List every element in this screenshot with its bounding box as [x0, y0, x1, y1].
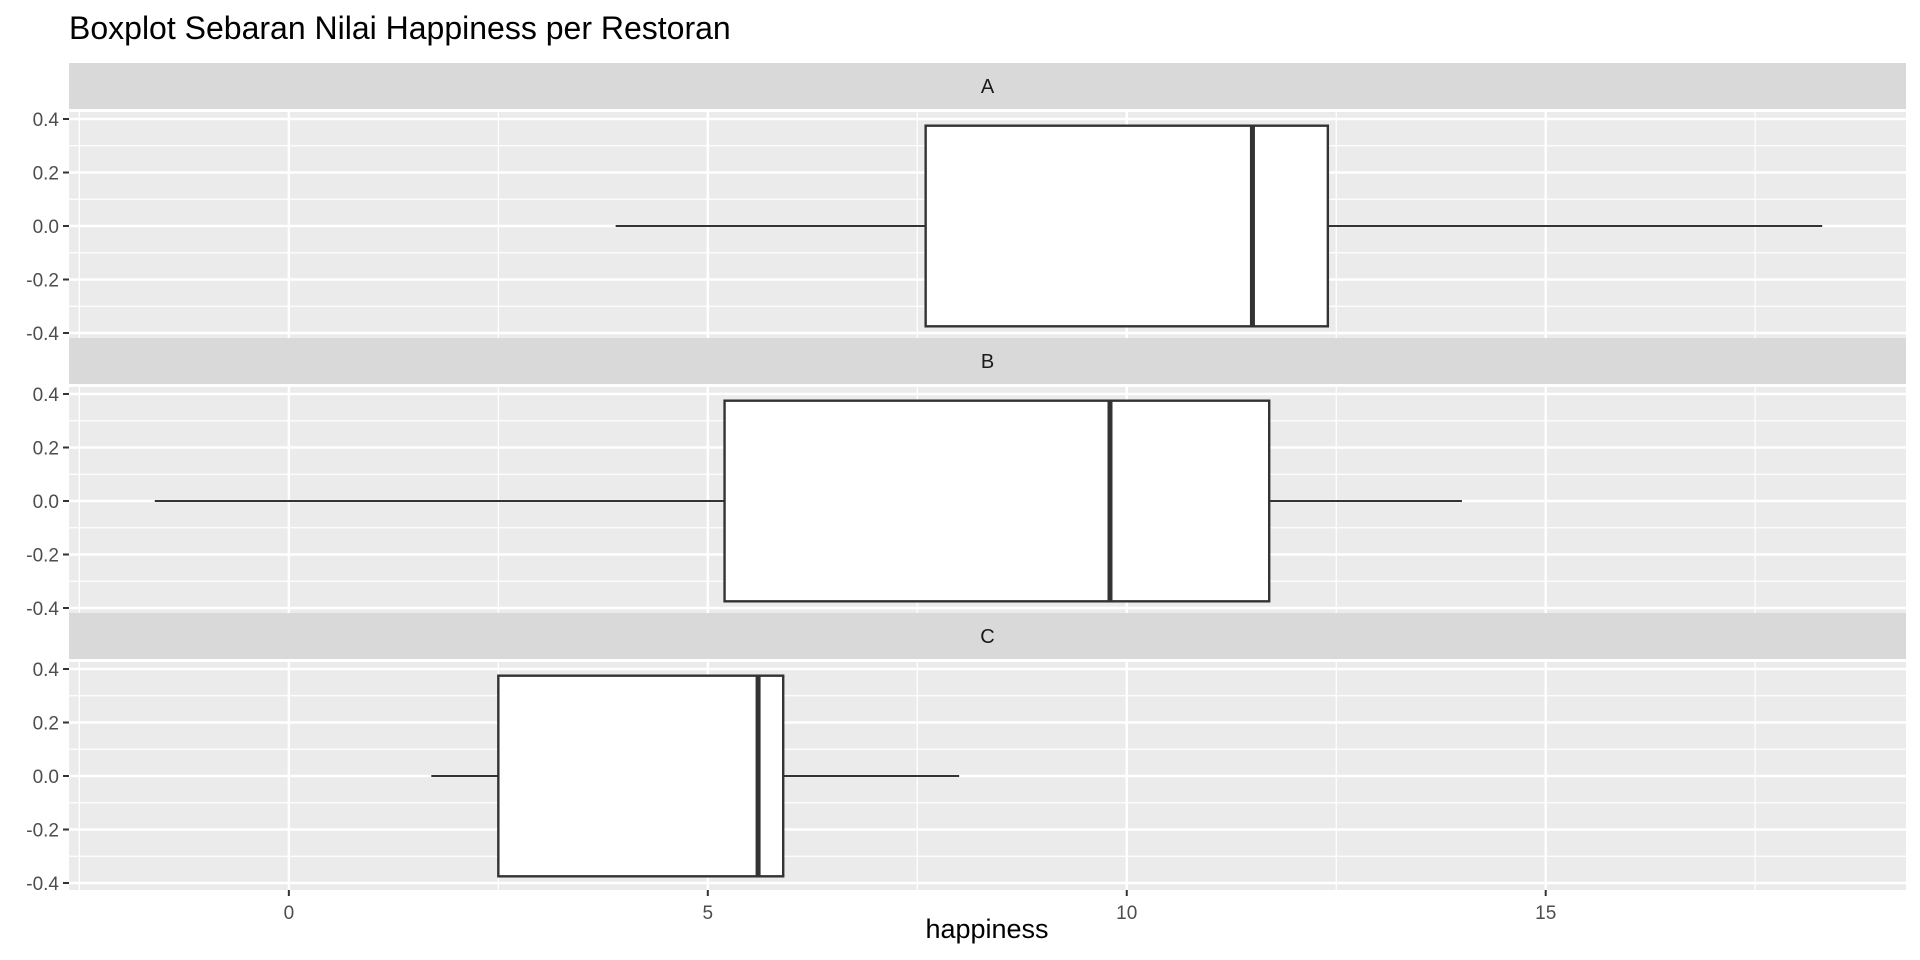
- y-tick-label: -0.2: [26, 271, 59, 292]
- x-tick-label: 0: [284, 903, 295, 924]
- y-tick-label: 0.2: [33, 439, 59, 460]
- y-tick-label: -0.4: [26, 874, 59, 895]
- y-tick-label: -0.2: [26, 821, 59, 842]
- facet-strip: [69, 613, 1906, 659]
- x-axis-title: happiness: [925, 914, 1048, 944]
- box: [924, 124, 1330, 328]
- x-tick-label: 5: [703, 903, 714, 924]
- x-axis: 0 5 10 15: [284, 890, 1556, 924]
- facet-strip: [69, 338, 1906, 384]
- x-tick-label: 10: [1116, 903, 1137, 924]
- y-tick-label: -0.4: [26, 599, 59, 620]
- facet-strip-label: C: [980, 626, 994, 648]
- facet-a: A 0.4 0.2 0.0 -0.2 -0.4: [26, 63, 1906, 345]
- facet-strip: [69, 63, 1906, 109]
- y-tick-label: 0.4: [33, 385, 60, 406]
- y-tick-label: 0.0: [33, 492, 59, 513]
- y-tick-label: 0.0: [33, 767, 59, 788]
- y-tick-label: 0.4: [33, 660, 60, 681]
- chart-title: Boxplot Sebaran Nilai Happiness per Rest…: [69, 10, 731, 46]
- facet-strip-label: B: [981, 351, 994, 373]
- y-tick-label: -0.4: [26, 324, 59, 345]
- y-tick-label: 0.4: [33, 110, 60, 131]
- y-tick-label: -0.2: [26, 546, 59, 567]
- facet-panels: A 0.4 0.2 0.0 -0.2 -0.4 B 0.4 0.2 0.0 -0.2 -0.4 C 0.4…: [26, 63, 1906, 895]
- y-tick-label: 0.2: [33, 714, 59, 735]
- facet-strip-label: A: [981, 76, 995, 98]
- box: [723, 399, 1271, 603]
- facet-c: C 0.4 0.2 0.0 -0.2 -0.4: [26, 613, 1906, 895]
- y-tick-label: 0.0: [33, 217, 59, 238]
- facet-b: B 0.4 0.2 0.0 -0.2 -0.4: [26, 338, 1906, 620]
- x-tick-label: 15: [1535, 903, 1556, 924]
- box: [497, 674, 785, 878]
- y-tick-label: 0.2: [33, 164, 59, 185]
